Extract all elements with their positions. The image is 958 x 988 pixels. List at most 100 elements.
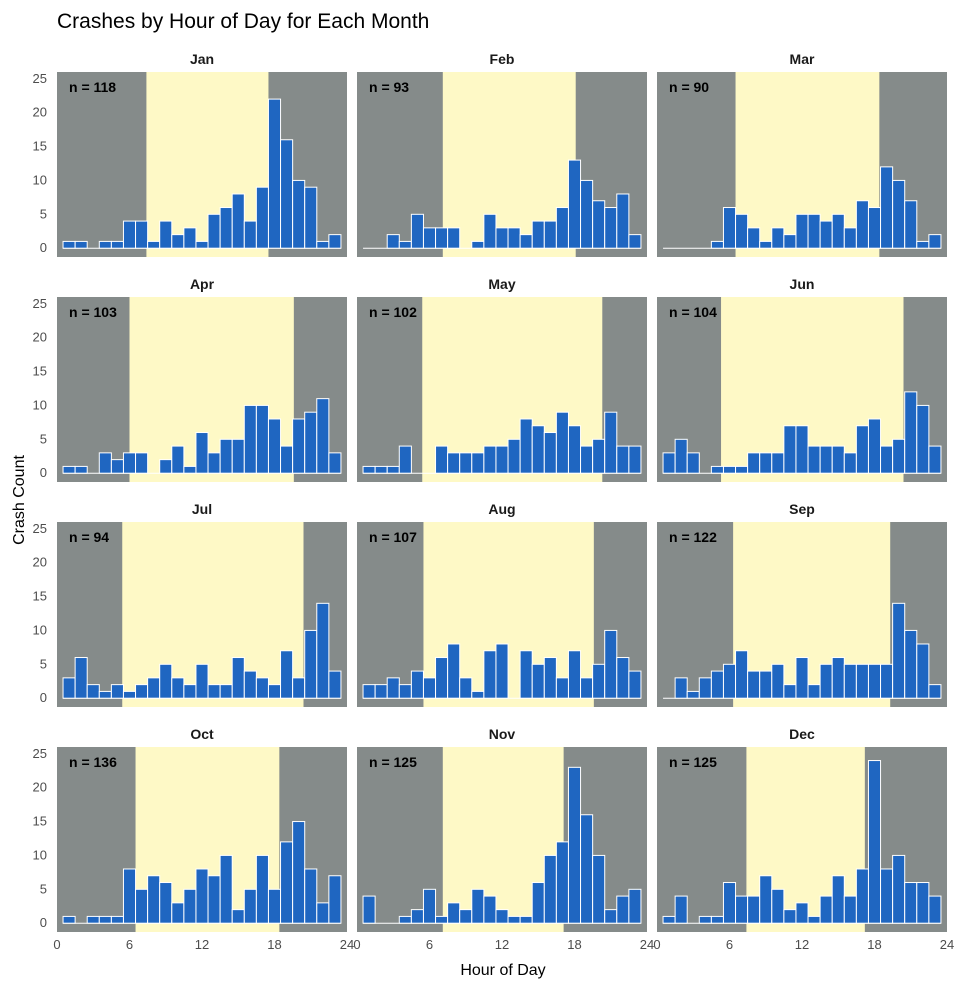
bar	[531, 882, 545, 924]
panel-dec: Dec n = 125 0 6 12 18 24	[653, 726, 954, 952]
bar	[771, 888, 785, 924]
bar	[783, 909, 797, 924]
bar	[122, 868, 137, 924]
y-tick-label: 0	[40, 915, 47, 930]
n-label: n = 94	[69, 529, 109, 545]
bar	[135, 684, 149, 699]
bar	[843, 663, 857, 699]
bar	[735, 650, 749, 699]
bar	[580, 445, 594, 474]
bar	[183, 888, 197, 924]
bar	[316, 240, 330, 249]
bar	[747, 670, 761, 699]
bar	[880, 166, 894, 249]
bar	[710, 240, 724, 249]
bar	[759, 452, 773, 474]
bar	[74, 240, 88, 249]
x-tick-label: 12	[495, 937, 509, 952]
bar	[867, 760, 882, 924]
panel-nov: Nov n = 125 0 6 12 18 24	[353, 726, 654, 952]
y-tick-label: 25	[33, 71, 47, 86]
bar	[555, 411, 569, 474]
bar	[304, 629, 318, 699]
bar	[195, 868, 209, 924]
bar	[159, 220, 173, 249]
bar	[255, 854, 269, 924]
panel-title: Feb	[490, 51, 515, 67]
bar	[495, 227, 509, 249]
bar	[447, 643, 461, 699]
y-tick-label: 15	[33, 589, 47, 604]
bar	[904, 882, 918, 924]
y-tick-label: 15	[33, 814, 47, 829]
bar	[147, 677, 161, 699]
bar	[831, 445, 845, 474]
bar	[410, 213, 424, 249]
bar	[722, 465, 737, 474]
panel-sep: Sep n = 122	[657, 501, 947, 707]
bar	[592, 663, 606, 699]
bar	[795, 902, 809, 924]
bar	[628, 234, 642, 249]
bar	[159, 663, 173, 699]
panel-title: Jul	[192, 501, 212, 517]
y-tick-label: 5	[40, 881, 47, 896]
x-tick-label: 0	[653, 937, 660, 952]
bar	[880, 868, 894, 924]
n-label: n = 118	[69, 79, 116, 95]
y-tick-label: 5	[40, 656, 47, 671]
bar	[280, 139, 294, 249]
panel-may: May n = 102	[357, 276, 647, 482]
bar	[904, 200, 918, 249]
bar	[507, 915, 521, 924]
bar	[110, 240, 124, 249]
bar	[362, 465, 376, 474]
bar	[843, 227, 857, 249]
bar	[292, 179, 306, 249]
bar	[98, 690, 112, 699]
bar	[422, 677, 437, 699]
bar	[616, 895, 630, 924]
panel-aug: Aug n = 107	[357, 501, 647, 707]
panel-title: Sep	[789, 501, 815, 517]
bar	[916, 882, 930, 924]
x-axis-label: Hour of Day	[460, 962, 545, 979]
bar	[122, 690, 137, 699]
x-tick-label: 18	[267, 937, 281, 952]
bar	[110, 459, 124, 474]
bar	[867, 418, 882, 474]
bar	[580, 814, 594, 924]
bar	[928, 234, 942, 249]
bar	[207, 213, 221, 249]
bar	[567, 766, 582, 924]
bar	[507, 227, 521, 249]
bar	[398, 684, 412, 699]
panel-title: May	[488, 276, 515, 292]
bar	[183, 465, 197, 474]
bar	[674, 438, 688, 474]
bar	[662, 452, 676, 474]
bar	[759, 240, 773, 249]
panel-title: Oct	[190, 726, 214, 742]
bar	[471, 888, 485, 924]
bar	[867, 663, 882, 699]
bar	[98, 915, 112, 924]
bar	[74, 657, 88, 699]
bar	[819, 445, 833, 474]
bar	[698, 677, 712, 699]
bar	[267, 684, 282, 699]
y-tick-label: 20	[33, 105, 47, 120]
bar	[519, 650, 533, 699]
bar	[304, 868, 318, 924]
y-tick-label: 0	[40, 465, 47, 480]
x-tick-label: 0	[53, 937, 60, 952]
n-label: n = 102	[369, 304, 417, 320]
bar	[374, 684, 388, 699]
bar	[147, 875, 161, 924]
bar	[604, 909, 618, 924]
bar	[807, 213, 821, 249]
bar	[316, 398, 330, 474]
bar	[747, 227, 761, 249]
bar	[783, 684, 797, 699]
bar	[604, 207, 618, 249]
